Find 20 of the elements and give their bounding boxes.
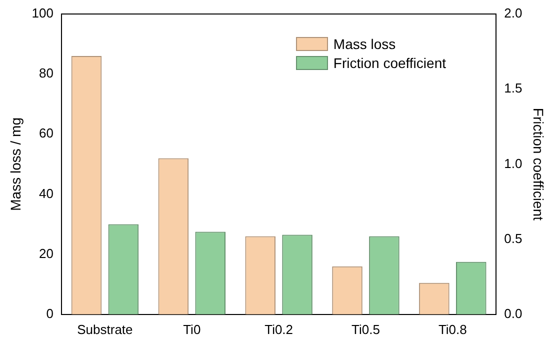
y2-axis-title: Friction coefficient	[530, 108, 547, 221]
x-tick-label: Ti0.8	[438, 322, 467, 337]
x-tick-label: Ti0	[183, 322, 201, 337]
y2-tick-label: 1.0	[504, 156, 522, 171]
x-tick-label: Ti0.5	[352, 322, 380, 337]
y-tick-label: 40	[39, 186, 54, 201]
y-tick-label: 20	[39, 246, 54, 261]
x-tick-label: Substrate	[77, 322, 133, 337]
y2-tick-label: 0.5	[504, 230, 522, 246]
y2-tick-label: 0.0	[504, 306, 522, 321]
y-tick-label: 60	[39, 126, 54, 141]
y-tick-label: 0	[46, 306, 54, 321]
y-tick-label: 80	[39, 66, 54, 81]
y2-tick-label: 2.0	[504, 6, 522, 21]
y-axis-title: Mass loss / mg	[7, 118, 24, 211]
y-tick-label: 100	[32, 6, 54, 21]
y2-tick-label: 1.5	[504, 80, 522, 96]
x-tick-label: Ti0.2	[264, 322, 294, 337]
legend-label: Friction coefficient	[333, 55, 446, 71]
legend-label: Mass loss	[333, 36, 396, 52]
